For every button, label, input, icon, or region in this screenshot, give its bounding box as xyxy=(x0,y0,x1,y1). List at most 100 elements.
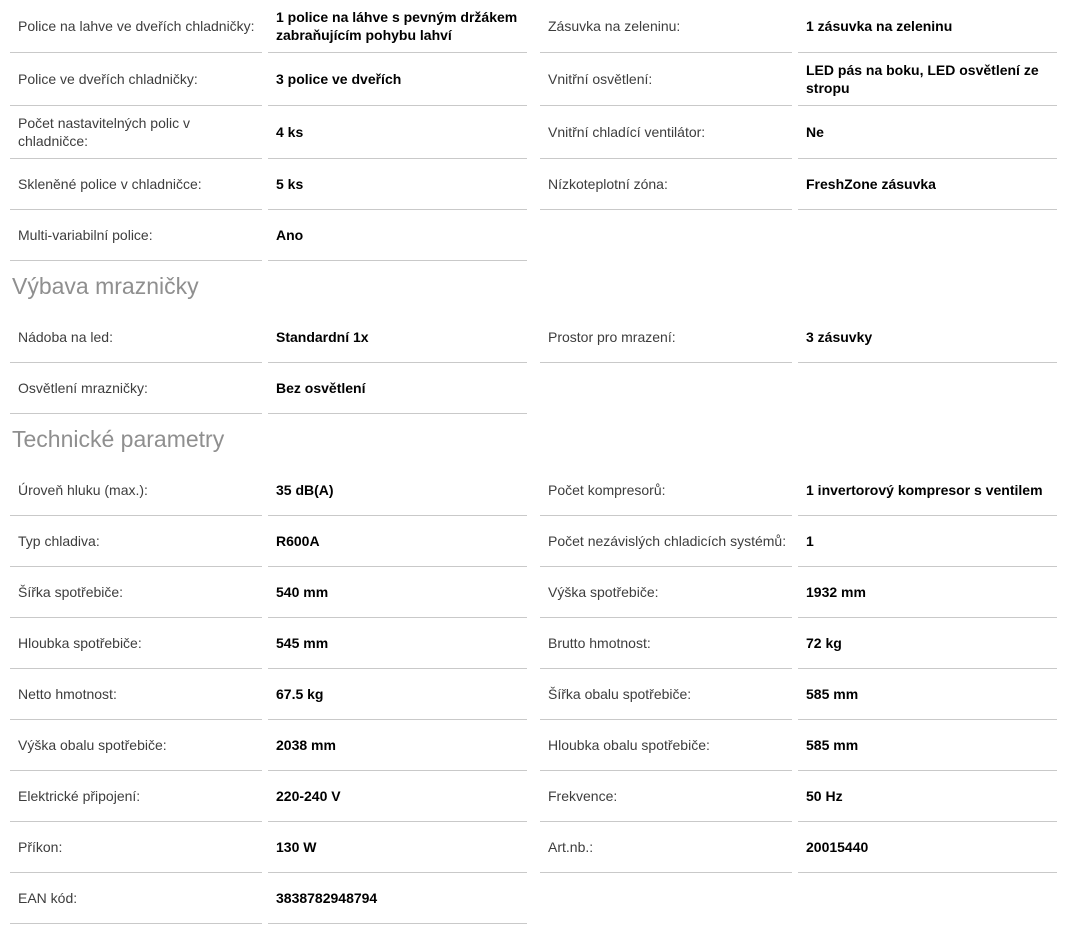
spec-row-right: Vnitřní osvětlení: LED pás na boku, LED … xyxy=(540,53,1057,106)
spec-label: Vnitřní chladící ventilátor: xyxy=(540,106,792,159)
spec-row-left: Počet nastavitelných polic v chladničce:… xyxy=(10,106,527,159)
spec-label: Prostor pro mrazení: xyxy=(540,312,792,363)
spec-row-right xyxy=(540,363,1057,414)
spec-label: Art.nb.: xyxy=(540,822,792,873)
spec-row-left: Výška obalu spotřebiče: 2038 mm xyxy=(10,720,527,771)
spec-label: Netto hmotnost: xyxy=(10,669,262,720)
spec-label: Skleněné police v chladničce: xyxy=(10,159,262,210)
spec-value: 220-240 V xyxy=(268,771,527,822)
spec-value: 585 mm xyxy=(798,720,1057,771)
section-heading: Výbava mrazničky xyxy=(12,273,199,299)
spec-label: Úroveň hluku (max.): xyxy=(10,465,262,516)
spec-value: 4 ks xyxy=(268,106,527,159)
spec-row-right: Šířka obalu spotřebiče: 585 mm xyxy=(540,669,1057,720)
spec-row-right: Nízkoteplotní zóna: FreshZone zásuvka xyxy=(540,159,1057,210)
spec-label: Frekvence: xyxy=(540,771,792,822)
spec-row-right: Počet nezávislých chladicích systémů: 1 xyxy=(540,516,1057,567)
spec-label: Šířka spotřebiče: xyxy=(10,567,262,618)
spec-sections: Police na lahve ve dveřích chladničky: 1… xyxy=(10,0,1057,924)
spec-value: LED pás na boku, LED osvětlení ze stropu xyxy=(798,53,1057,106)
spec-value: 50 Hz xyxy=(798,771,1057,822)
spec-row-right: Brutto hmotnost: 72 kg xyxy=(540,618,1057,669)
spec-label: Elektrické připojení: xyxy=(10,771,262,822)
section-heading: Technické parametry xyxy=(12,426,225,452)
spec-value: 1932 mm xyxy=(798,567,1057,618)
spec-label: Výška obalu spotřebiče: xyxy=(10,720,262,771)
spec-value: 3 zásuvky xyxy=(798,312,1057,363)
spec-section: Výbava mrazničky Nádoba na led: Standard… xyxy=(10,273,1057,414)
spec-value: Bez osvětlení xyxy=(268,363,527,414)
spec-row: Osvětlení mrazničky: Bez osvětlení xyxy=(10,363,1057,414)
spec-row: Hloubka spotřebiče: 545 mm Brutto hmotno… xyxy=(10,618,1057,669)
spec-value: 1 police na láhve s pevným držákem zabra… xyxy=(268,0,527,53)
spec-row-left: Netto hmotnost: 67.5 kg xyxy=(10,669,527,720)
spec-row-right: Vnitřní chladící ventilátor: Ne xyxy=(540,106,1057,159)
spec-row-left: Hloubka spotřebiče: 545 mm xyxy=(10,618,527,669)
spec-row-left: Nádoba na led: Standardní 1x xyxy=(10,312,527,363)
spec-value: Ano xyxy=(268,210,527,261)
spec-row-left: Elektrické připojení: 220-240 V xyxy=(10,771,527,822)
spec-row: EAN kód: 3838782948794 xyxy=(10,873,1057,924)
spec-value: Standardní 1x xyxy=(268,312,527,363)
spec-value: 130 W xyxy=(268,822,527,873)
spec-section: Police na lahve ve dveřích chladničky: 1… xyxy=(10,0,1057,261)
spec-row-left: Police ve dveřích chladničky: 3 police v… xyxy=(10,53,527,106)
spec-label: Hloubka spotřebiče: xyxy=(10,618,262,669)
spec-row: Police na lahve ve dveřích chladničky: 1… xyxy=(10,0,1057,53)
spec-row: Netto hmotnost: 67.5 kg Šířka obalu spot… xyxy=(10,669,1057,720)
spec-value: 545 mm xyxy=(268,618,527,669)
spec-row-right: Art.nb.: 20015440 xyxy=(540,822,1057,873)
spec-value: 540 mm xyxy=(268,567,527,618)
spec-row-left: Příkon: 130 W xyxy=(10,822,527,873)
spec-row-right: Prostor pro mrazení: 3 zásuvky xyxy=(540,312,1057,363)
spec-row-left: Úroveň hluku (max.): 35 dB(A) xyxy=(10,465,527,516)
spec-row: Nádoba na led: Standardní 1x Prostor pro… xyxy=(10,312,1057,363)
spec-value: 5 ks xyxy=(268,159,527,210)
spec-label: Příkon: xyxy=(10,822,262,873)
spec-value: Ne xyxy=(798,106,1057,159)
spec-label: Výška spotřebiče: xyxy=(540,567,792,618)
spec-value: 3838782948794 xyxy=(268,873,527,924)
spec-row-right xyxy=(540,210,1057,261)
spec-row: Šířka spotřebiče: 540 mm Výška spotřebič… xyxy=(10,567,1057,618)
spec-label: Nízkoteplotní zóna: xyxy=(540,159,792,210)
spec-label: Počet kompresorů: xyxy=(540,465,792,516)
spec-value: FreshZone zásuvka xyxy=(798,159,1057,210)
spec-row: Police ve dveřích chladničky: 3 police v… xyxy=(10,53,1057,106)
spec-value: 72 kg xyxy=(798,618,1057,669)
spec-row-left: Skleněné police v chladničce: 5 ks xyxy=(10,159,527,210)
spec-value: 1 xyxy=(798,516,1057,567)
spec-value: 1 zásuvka na zeleninu xyxy=(798,0,1057,53)
spec-row-left: Police na lahve ve dveřích chladničky: 1… xyxy=(10,0,527,53)
spec-row: Typ chladiva: R600A Počet nezávislých ch… xyxy=(10,516,1057,567)
spec-row: Počet nastavitelných polic v chladničce:… xyxy=(10,106,1057,159)
spec-value: R600A xyxy=(268,516,527,567)
spec-row-left: Šířka spotřebiče: 540 mm xyxy=(10,567,527,618)
spec-row-left: Typ chladiva: R600A xyxy=(10,516,527,567)
spec-value: 2038 mm xyxy=(268,720,527,771)
spec-row-left: Multi-variabilní police: Ano xyxy=(10,210,527,261)
spec-value: 3 police ve dveřích xyxy=(268,53,527,106)
spec-row-right: Zásuvka na zeleninu: 1 zásuvka na zeleni… xyxy=(540,0,1057,53)
spec-row-left: Osvětlení mrazničky: Bez osvětlení xyxy=(10,363,527,414)
spec-value: 35 dB(A) xyxy=(268,465,527,516)
spec-label: Brutto hmotnost: xyxy=(540,618,792,669)
spec-row: Elektrické připojení: 220-240 V Frekvenc… xyxy=(10,771,1057,822)
spec-value: 1 invertorový kompresor s ventilem xyxy=(798,465,1057,516)
spec-label: Multi-variabilní police: xyxy=(10,210,262,261)
spec-label: Hloubka obalu spotřebiče: xyxy=(540,720,792,771)
spec-label: Šířka obalu spotřebiče: xyxy=(540,669,792,720)
spec-value: 585 mm xyxy=(798,669,1057,720)
spec-section: Technické parametry Úroveň hluku (max.):… xyxy=(10,426,1057,924)
spec-row-right: Frekvence: 50 Hz xyxy=(540,771,1057,822)
spec-label: Police na lahve ve dveřích chladničky: xyxy=(10,0,262,53)
section-rows: Úroveň hluku (max.): 35 dB(A) Počet komp… xyxy=(10,465,1057,924)
section-rows: Nádoba na led: Standardní 1x Prostor pro… xyxy=(10,312,1057,414)
spec-row: Úroveň hluku (max.): 35 dB(A) Počet komp… xyxy=(10,465,1057,516)
spec-label: Počet nezávislých chladicích systémů: xyxy=(540,516,792,567)
spec-row-left: EAN kód: 3838782948794 xyxy=(10,873,527,924)
section-rows: Police na lahve ve dveřích chladničky: 1… xyxy=(10,0,1057,261)
spec-row-right xyxy=(540,873,1057,924)
spec-label: Typ chladiva: xyxy=(10,516,262,567)
